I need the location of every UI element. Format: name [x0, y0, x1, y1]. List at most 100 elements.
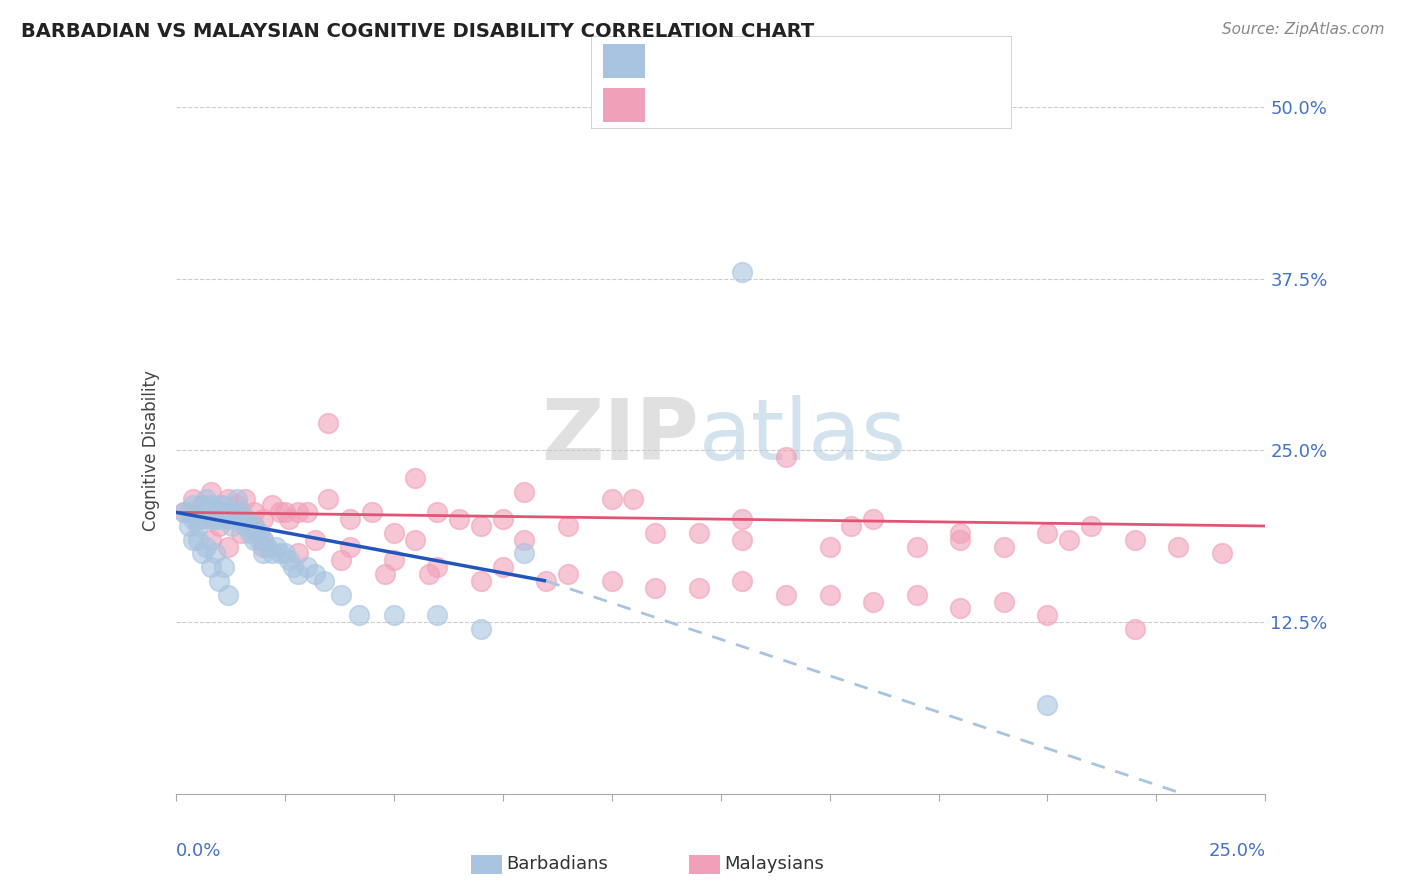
Point: [426, 608, 449, 623]
Point: [731, 533, 754, 547]
Point: [231, 512, 253, 526]
Point: [492, 512, 515, 526]
Point: [252, 512, 274, 526]
Point: [225, 512, 247, 526]
Point: [274, 505, 297, 519]
Point: [426, 560, 449, 574]
Point: [252, 546, 274, 561]
Point: [243, 533, 266, 547]
Point: [382, 553, 405, 567]
Point: [418, 567, 440, 582]
Text: 82: 82: [877, 96, 898, 114]
Point: [252, 533, 274, 547]
Point: [621, 491, 644, 506]
Point: [181, 512, 204, 526]
Point: [993, 540, 1015, 554]
Point: [688, 525, 710, 540]
Text: N =: N =: [827, 52, 863, 70]
Point: [200, 560, 222, 574]
Point: [243, 519, 266, 533]
Point: [212, 505, 235, 519]
Point: [177, 519, 200, 533]
Point: [200, 484, 222, 499]
Point: [208, 574, 231, 588]
Point: [600, 574, 623, 588]
Point: [278, 512, 301, 526]
Point: [191, 546, 214, 561]
Point: [252, 540, 274, 554]
Point: [949, 601, 972, 615]
Point: [264, 540, 287, 554]
Point: [186, 512, 209, 526]
Point: [217, 512, 239, 526]
Point: [173, 505, 195, 519]
Point: [200, 499, 222, 513]
Point: [731, 265, 754, 279]
Point: [949, 525, 972, 540]
Text: 25.0%: 25.0%: [1208, 842, 1265, 860]
FancyBboxPatch shape: [591, 36, 1012, 129]
Point: [217, 588, 239, 602]
Point: [274, 546, 297, 561]
Point: [1167, 540, 1189, 554]
Point: [318, 416, 340, 430]
Point: [339, 512, 361, 526]
Point: [212, 499, 235, 513]
Point: [304, 533, 326, 547]
Text: Malaysians: Malaysians: [724, 855, 824, 873]
Point: [208, 499, 231, 513]
Point: [1036, 698, 1059, 712]
Point: [208, 505, 231, 519]
Point: [239, 519, 262, 533]
Point: [1123, 622, 1146, 636]
Point: [186, 519, 209, 533]
Text: R =: R =: [658, 96, 695, 114]
Point: [347, 608, 370, 623]
Point: [212, 560, 235, 574]
Point: [775, 588, 797, 602]
Point: [186, 505, 209, 519]
Point: [318, 491, 340, 506]
Text: 0.0%: 0.0%: [176, 842, 221, 860]
Point: [239, 525, 262, 540]
Point: [330, 553, 353, 567]
Point: [231, 525, 253, 540]
Point: [225, 499, 247, 513]
Point: [818, 588, 841, 602]
Point: [181, 491, 204, 506]
Point: [235, 519, 257, 533]
Point: [775, 450, 797, 465]
Point: [534, 574, 557, 588]
Point: [470, 622, 492, 636]
Point: [557, 519, 579, 533]
Point: [993, 594, 1015, 608]
Point: [256, 540, 278, 554]
Point: [731, 512, 754, 526]
Point: [247, 533, 270, 547]
FancyBboxPatch shape: [603, 88, 645, 122]
Point: [1036, 608, 1059, 623]
Point: [200, 533, 222, 547]
Point: [304, 567, 326, 582]
Point: [204, 512, 226, 526]
Point: [287, 505, 309, 519]
Point: [278, 553, 301, 567]
Point: [312, 574, 335, 588]
Point: [204, 546, 226, 561]
Text: -0.228: -0.228: [710, 52, 763, 70]
Point: [374, 567, 396, 582]
Point: [426, 505, 449, 519]
Point: [186, 533, 209, 547]
Point: [513, 484, 536, 499]
Point: [644, 525, 666, 540]
Point: [195, 491, 218, 506]
Point: [1036, 525, 1059, 540]
Point: [905, 540, 928, 554]
Point: [600, 491, 623, 506]
Point: [177, 505, 200, 519]
Point: [295, 560, 318, 574]
Point: [217, 505, 239, 519]
Point: [191, 512, 214, 526]
Point: [360, 505, 382, 519]
Point: [382, 608, 405, 623]
